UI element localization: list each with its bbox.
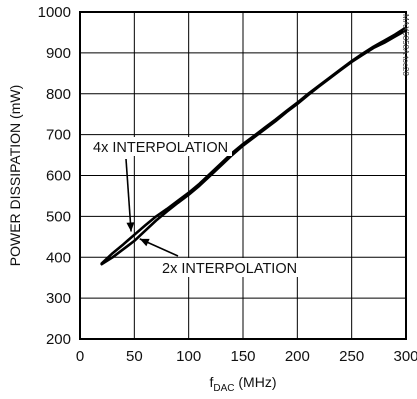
x-axis-label-subscript: DAC	[213, 383, 234, 394]
y-tick-label: 900	[46, 45, 71, 62]
annotation-2x-interpolation-background	[159, 258, 301, 277]
series-lines	[100, 26, 408, 266]
x-tick-label: 100	[176, 348, 201, 365]
x-tick-label: 0	[76, 348, 84, 365]
annotation-4x-interpolation-label: 4x INTERPOLATION	[93, 140, 228, 156]
y-tick-label: 800	[46, 86, 71, 103]
x-tick-label: 300	[393, 348, 417, 365]
x-tick-label: 50	[126, 348, 143, 365]
series-line-2x-interpolation	[100, 29, 408, 266]
y-axis-label: POWER DISSIPATION (mW)	[7, 85, 23, 266]
y-tick-label: 200	[46, 331, 71, 348]
y-tick-label: 500	[46, 208, 71, 225]
y-tick-label: 600	[46, 168, 71, 185]
x-tick-label: 200	[285, 348, 310, 365]
x-tick-label: 250	[339, 348, 364, 365]
annotation-4x-interpolation-arrowhead	[126, 222, 135, 232]
annotation-2x-interpolation-arrowhead	[139, 238, 150, 247]
x-axis-label-unit: (MHz)	[235, 374, 277, 390]
grid	[80, 12, 406, 339]
tick-labels: 200 300 400 500 600 700 800 900 1000 0 50 100 150 200…	[38, 4, 417, 365]
y-tick-label: 700	[46, 127, 71, 144]
plot-frame	[79, 11, 407, 340]
annotations: 4x INTERPOLATION 2x INTERPOLATION	[90, 137, 301, 277]
x-axis-label-main: f	[209, 374, 213, 390]
x-tick-label: 150	[230, 348, 255, 365]
x-axis-label: fDAC (MHz)	[209, 374, 276, 394]
watermark-label: MAX5858A toc28	[401, 14, 410, 76]
y-tick-label: 1000	[38, 4, 71, 21]
y-tick-label: 400	[46, 249, 71, 266]
annotation-4x-interpolation-background	[90, 137, 232, 156]
annotation-2x-interpolation-label: 2x INTERPOLATION	[162, 261, 297, 277]
annotation-4x-interpolation-arrow	[125, 158, 132, 232]
y-tick-label: 300	[46, 290, 71, 307]
